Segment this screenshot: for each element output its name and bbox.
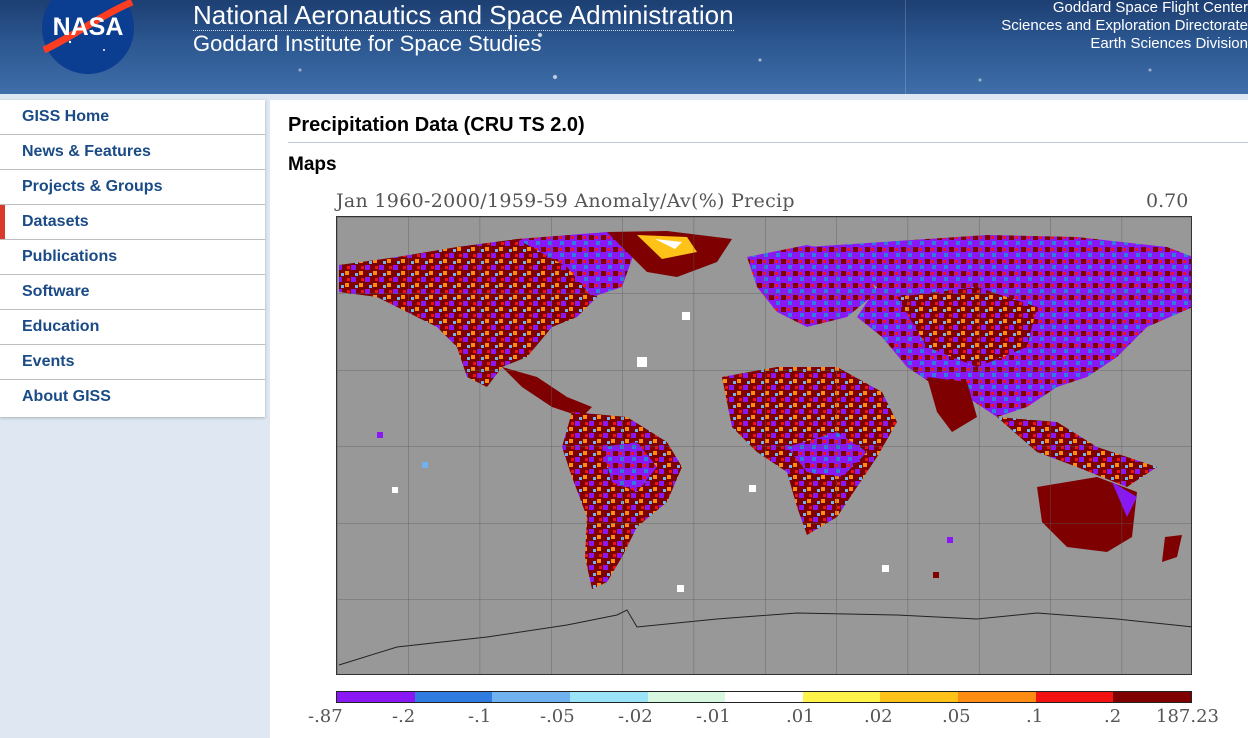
affiliation-directorate[interactable]: Sciences and Exploration Directorate: [1001, 17, 1248, 34]
site-header: NASA National Aeronautics and Space Admi…: [0, 0, 1248, 94]
sidebar-item-education[interactable]: Education: [0, 310, 265, 345]
legend-tick: -.05: [540, 706, 575, 727]
svg-text:NASA: NASA: [53, 13, 124, 41]
sidebar-item-publications[interactable]: Publications: [0, 240, 265, 275]
legend-swatch-9: [958, 692, 1036, 702]
legend-tick: -.01: [696, 706, 731, 727]
legend-swatch-1: [337, 692, 415, 702]
header-affiliations: Goddard Space Flight Center Sciences and…: [1001, 0, 1248, 53]
sidebar-item-datasets[interactable]: Datasets: [0, 205, 265, 240]
section-title-maps: Maps: [288, 154, 337, 175]
legend-swatch-3: [492, 692, 570, 702]
legend-tick: .01: [786, 706, 815, 727]
sidebar-item-giss-home[interactable]: GISS Home: [0, 100, 265, 135]
legend-tick: -.02: [618, 706, 653, 727]
legend-swatch-6: [725, 692, 803, 702]
main-content: Precipitation Data (CRU TS 2.0) Maps Jan…: [270, 100, 1248, 738]
legend-tick: -.2: [392, 706, 416, 727]
agency-title[interactable]: National Aeronautics and Space Administr…: [193, 0, 734, 31]
legend-swatch-7: [802, 692, 881, 702]
legend-swatch-4: [569, 692, 648, 702]
affiliation-division[interactable]: Earth Sciences Division: [1090, 35, 1248, 52]
sidebar-item-events[interactable]: Events: [0, 345, 265, 380]
legend-swatch-8: [880, 692, 959, 702]
legend-colorbar: [336, 691, 1192, 703]
legend-tick: .1: [1026, 706, 1044, 727]
legend-tick: -.1: [468, 706, 492, 727]
map-graphic: [337, 217, 1191, 674]
sidebar-item-news-features[interactable]: News & Features: [0, 135, 265, 170]
map-global-value: 0.70: [1146, 190, 1189, 212]
legend-swatch-2: [414, 692, 493, 702]
sidebar-nav: GISS Home News & Features Projects & Gro…: [0, 100, 265, 417]
legend-tick: .05: [942, 706, 971, 727]
legend-swatch-5: [647, 692, 726, 702]
sidebar-item-projects-groups[interactable]: Projects & Groups: [0, 170, 265, 205]
legend-tick: 187.23: [1156, 706, 1219, 727]
legend-swatch-11: [1113, 692, 1192, 702]
institute-title[interactable]: Goddard Institute for Space Studies: [193, 31, 542, 56]
affiliation-gsfc[interactable]: Goddard Space Flight Center: [1052, 0, 1248, 16]
legend-tick: .02: [864, 706, 893, 727]
sidebar-item-about-giss[interactable]: About GISS: [22, 388, 111, 405]
title-divider: [288, 142, 1248, 143]
legend-tick: -.87: [308, 706, 343, 727]
nasa-logo[interactable]: NASA: [40, 0, 136, 76]
precipitation-anomaly-map[interactable]: [336, 216, 1192, 675]
map-caption: Jan 1960-2000/1959-59 Anomaly/Av(%) Prec…: [336, 190, 795, 212]
legend-tick: .2: [1104, 706, 1122, 727]
page-title: Precipitation Data (CRU TS 2.0): [288, 114, 585, 136]
sidebar-item-software[interactable]: Software: [0, 275, 265, 310]
legend-swatch-10: [1035, 692, 1114, 702]
